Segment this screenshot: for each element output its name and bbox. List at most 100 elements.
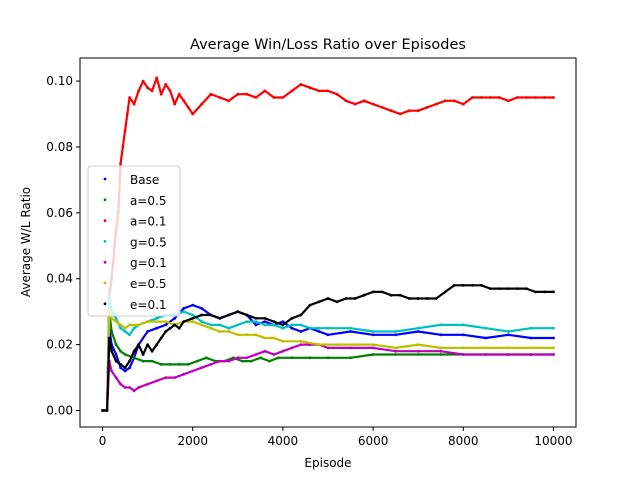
data-point	[335, 92, 339, 96]
data-point	[461, 323, 465, 327]
data-point	[353, 343, 357, 346]
data-point	[552, 336, 555, 340]
data-point	[137, 386, 141, 389]
data-point	[308, 326, 312, 330]
data-point	[164, 376, 168, 379]
data-point	[200, 323, 204, 327]
data-point	[110, 349, 113, 353]
series-e-0-1	[101, 283, 555, 412]
data-point	[128, 366, 132, 370]
data-point	[349, 326, 352, 330]
y-tick-label: 0.00	[46, 404, 73, 418]
data-point	[164, 330, 168, 333]
data-point	[394, 330, 397, 333]
data-point	[272, 320, 276, 323]
data-point	[461, 346, 465, 350]
data-point	[125, 112, 129, 116]
legend-marker	[103, 260, 107, 264]
data-point	[317, 343, 321, 346]
data-point	[290, 89, 294, 93]
data-point	[362, 99, 366, 103]
data-point	[299, 339, 303, 343]
data-point	[150, 89, 154, 93]
data-point	[362, 293, 366, 297]
data-point	[132, 349, 136, 353]
legend-items: Base a=0.5 a=0.1 g=0.5 g=0.1 e=0.5 e=0.1	[103, 173, 167, 312]
data-point	[389, 293, 393, 297]
data-point	[552, 290, 555, 294]
data-point	[552, 346, 555, 350]
data-point	[227, 359, 231, 363]
data-point	[254, 333, 258, 337]
data-point	[398, 293, 402, 297]
data-point	[240, 359, 244, 363]
data-point	[507, 353, 510, 356]
data-point	[281, 326, 285, 330]
data-point	[209, 313, 213, 317]
data-point	[416, 343, 420, 346]
data-point	[254, 316, 258, 320]
data-point	[263, 316, 267, 320]
data-point	[317, 326, 321, 330]
data-point	[128, 96, 132, 99]
data-point	[371, 333, 375, 337]
data-point	[155, 316, 159, 320]
legend-label: e=0.1	[130, 298, 167, 312]
data-point	[114, 320, 118, 323]
data-point	[159, 92, 163, 96]
data-point	[195, 359, 199, 363]
data-point	[173, 102, 177, 106]
data-point	[159, 336, 163, 340]
data-point	[245, 313, 249, 317]
data-point	[263, 349, 267, 353]
data-point	[416, 353, 420, 356]
data-point	[470, 96, 474, 99]
legend-marker	[103, 281, 107, 285]
data-point	[443, 290, 447, 294]
data-point	[132, 102, 136, 106]
y-tick-label: 0.02	[46, 338, 73, 352]
data-point	[308, 356, 312, 360]
data-point	[416, 330, 420, 333]
data-point	[353, 297, 357, 300]
data-point	[497, 96, 501, 99]
data-point	[488, 287, 492, 290]
data-point	[168, 326, 172, 330]
data-point	[101, 409, 104, 412]
data-point	[114, 353, 118, 356]
data-point	[317, 330, 321, 333]
data-point	[128, 333, 132, 337]
data-point	[119, 162, 122, 165]
data-point	[425, 106, 429, 109]
data-point	[141, 353, 145, 356]
data-point	[290, 346, 294, 350]
data-point	[452, 99, 456, 103]
data-point	[371, 290, 375, 294]
data-point	[164, 83, 168, 86]
data-point	[191, 112, 195, 116]
data-point	[209, 92, 213, 96]
legend-label: a=0.5	[130, 194, 167, 208]
data-point	[290, 356, 294, 360]
data-point	[317, 89, 321, 93]
data-point	[209, 326, 213, 330]
data-point	[529, 326, 533, 330]
data-point	[146, 330, 150, 333]
data-point	[204, 356, 208, 360]
data-point	[439, 346, 443, 350]
chart-title: Average Win/Loss Ratio over Episodes	[190, 37, 466, 53]
x-tick-label: 6000	[358, 434, 389, 448]
data-point	[484, 346, 488, 350]
data-point	[484, 353, 488, 356]
data-point	[182, 372, 186, 376]
data-point	[484, 336, 488, 340]
data-point	[107, 336, 111, 340]
series-e-0-5	[101, 310, 555, 412]
data-point	[394, 349, 397, 353]
data-point	[263, 336, 267, 340]
data-point	[281, 349, 285, 353]
data-point	[254, 353, 258, 356]
data-point	[326, 346, 330, 350]
data-point	[132, 389, 136, 393]
data-point	[128, 386, 132, 389]
